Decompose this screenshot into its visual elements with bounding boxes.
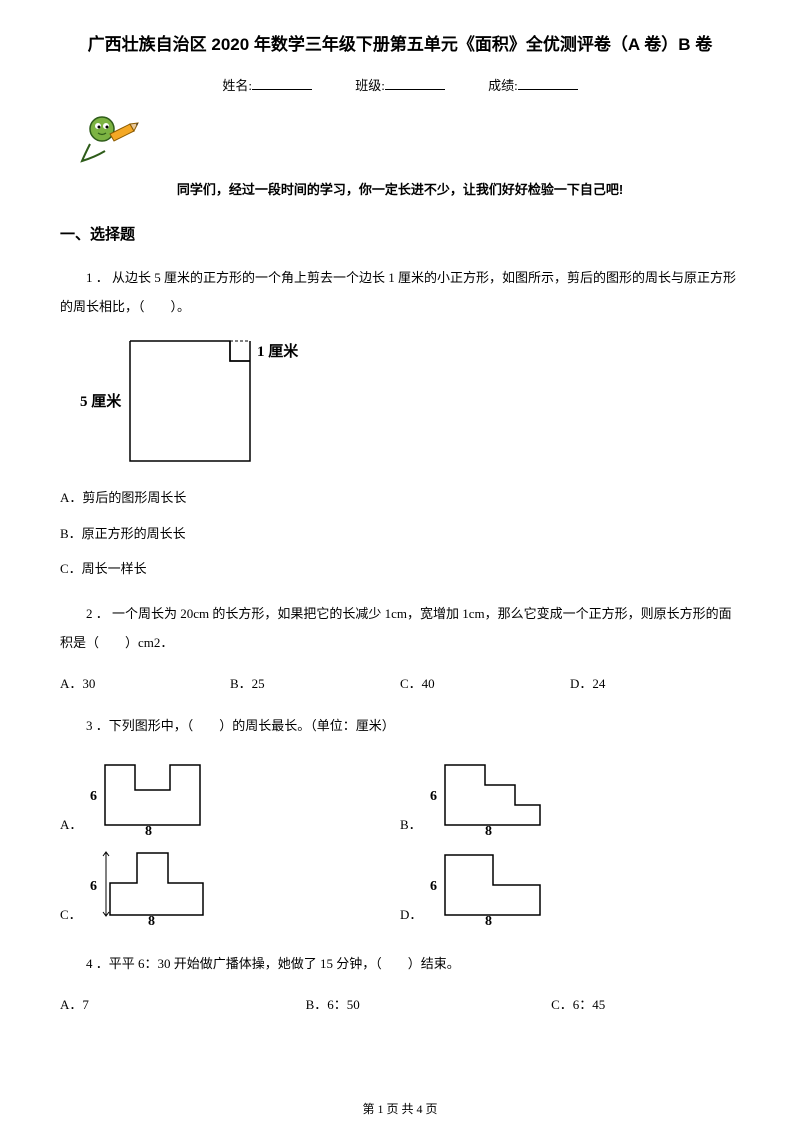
q4-optC: C．6：45 — [551, 994, 740, 1013]
q3-labelC: C． — [60, 904, 82, 925]
page-title: 广西壮族自治区 2020 年数学三年级下册第五单元《面积》全优测评卷（A 卷）B… — [60, 30, 740, 55]
q4-optA: A．7 — [60, 994, 306, 1013]
q2-text: 2 ． 一个周长为 20cm 的长方形，如果把它的长减少 1cm，宽增加 1cm… — [60, 600, 740, 657]
svg-text:6: 6 — [430, 879, 437, 894]
q3-figC: 6 8 — [90, 845, 220, 925]
svg-text:8: 8 — [148, 914, 155, 925]
q3-figures: A． 6 8 B． 6 8 C． 6 8 D． 6 8 — [60, 755, 740, 935]
q1-5cm-label: 5 厘米 — [80, 392, 122, 410]
q1-text: 1 ． 从边长 5 厘米的正方形的一个角上剪去一个边长 1 厘米的小正方形，如图… — [60, 264, 740, 321]
svg-text:8: 8 — [485, 824, 492, 835]
info-line: 姓名: 班级: 成绩: — [60, 75, 740, 94]
q3-figD: 6 8 — [430, 845, 560, 925]
name-label: 姓名: — [222, 78, 252, 93]
q3-labelD: D． — [400, 904, 422, 925]
score-blank — [518, 89, 578, 90]
svg-text:8: 8 — [145, 824, 152, 835]
q4-optB: B．6：50 — [306, 994, 552, 1013]
q2-optC: C．40 — [400, 673, 570, 692]
q3-text: 3 ．下列图形中，（ ）的周长最长。（单位：厘米） — [60, 712, 740, 741]
q3-figA: 6 8 — [90, 755, 220, 835]
q3-labelA: A． — [60, 814, 82, 835]
q2-optD: D．24 — [570, 673, 740, 692]
q2-optB: B．25 — [230, 673, 400, 692]
q1-optA: A．剪后的图形周长长 — [60, 486, 740, 509]
score-label: 成绩: — [488, 78, 518, 93]
q2-options: A．30 B．25 C．40 D．24 — [60, 673, 740, 692]
q4-options: A．7 B．6：50 C．6：45 — [60, 994, 740, 1013]
intro-text: 同学们，经过一段时间的学习，你一定长进不少，让我们好好检验一下自己吧! — [60, 179, 740, 198]
section-header: 一、选择题 — [60, 223, 740, 244]
q4-text: 4 ．平平 6：30 开始做广播体操，她做了 15 分钟，（ ）结束。 — [60, 950, 740, 979]
svg-text:6: 6 — [90, 789, 97, 804]
page-footer: 第 1 页 共 4 页 — [0, 1100, 800, 1117]
class-blank — [385, 89, 445, 90]
name-blank — [252, 89, 312, 90]
q1-figure: 5 厘米 1 厘米 — [80, 336, 740, 466]
class-label: 班级: — [355, 78, 385, 93]
q3-labelB: B． — [400, 814, 422, 835]
svg-text:6: 6 — [430, 789, 437, 804]
q3-figB: 6 8 — [430, 755, 560, 835]
svg-text:8: 8 — [485, 914, 492, 925]
pencil-icon — [80, 109, 740, 169]
q2-optA: A．30 — [60, 673, 230, 692]
q1-optB: B．原正方形的周长长 — [60, 522, 740, 545]
q1-optC: C．周长一样长 — [60, 557, 740, 580]
q1-1cm-label: 1 厘米 — [257, 342, 299, 360]
svg-text:6: 6 — [90, 879, 97, 894]
